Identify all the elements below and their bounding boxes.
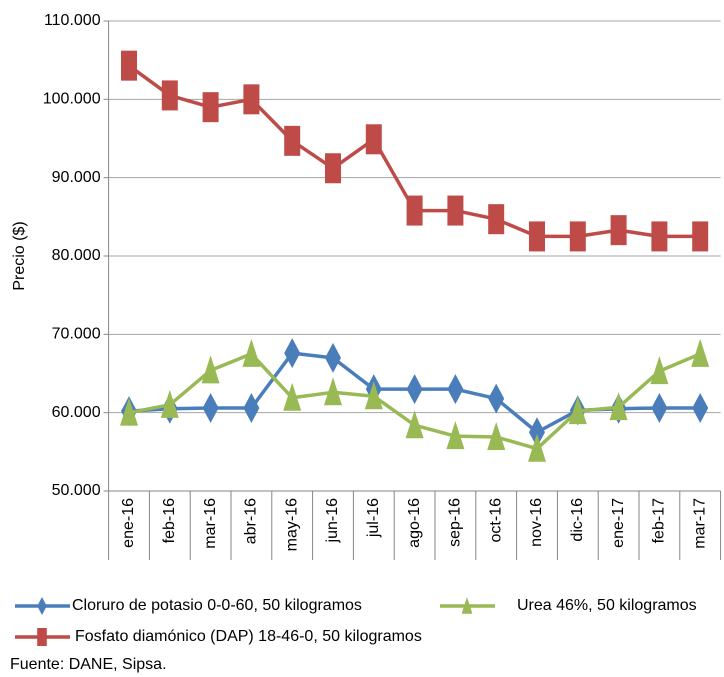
x-tick-label: nov-16 — [528, 498, 545, 547]
x-tick-label: mar-17 — [691, 498, 708, 549]
marker — [283, 382, 302, 411]
marker — [324, 377, 342, 406]
marker — [242, 338, 261, 367]
source: Fuente: DANE, Sipsa. — [10, 656, 167, 673]
marker — [528, 433, 546, 462]
marker — [446, 421, 465, 450]
marker — [202, 92, 219, 123]
marker — [529, 221, 545, 252]
legend-label: Cloruro de potasio 0-0-60, 50 kilogramos — [72, 597, 362, 614]
marker — [365, 124, 382, 155]
marker — [406, 195, 423, 226]
marker — [569, 221, 586, 252]
y-tick-label: 70.000 — [52, 326, 101, 343]
marker — [161, 80, 178, 111]
x-tick-label: sep-16 — [447, 498, 464, 547]
x-tick-label: mar-16 — [202, 498, 219, 549]
marker — [691, 338, 710, 367]
marker — [325, 342, 341, 373]
marker — [201, 355, 220, 384]
y-tick-label: 80.000 — [52, 247, 101, 264]
marker — [692, 221, 709, 252]
legend-marker — [37, 597, 47, 615]
y-tick-label: 90.000 — [52, 169, 101, 186]
marker — [487, 421, 506, 450]
legend-marker — [461, 597, 473, 614]
y-axis-label: Precio ($) — [11, 221, 28, 290]
legend-label: Urea 46%, 50 kilogramos — [517, 597, 697, 614]
marker — [284, 338, 301, 369]
marker — [692, 392, 709, 423]
marker — [651, 221, 668, 252]
x-tick-label: feb-16 — [161, 498, 178, 543]
marker — [447, 195, 464, 226]
marker — [284, 125, 301, 156]
x-tick-label: ene-17 — [610, 498, 627, 548]
marker — [488, 204, 505, 235]
marker — [568, 396, 587, 425]
x-tick-label: ago-16 — [406, 498, 423, 548]
marker — [160, 389, 179, 418]
marker — [120, 397, 138, 426]
x-tick-label: dic-16 — [569, 498, 586, 542]
x-tick-label: feb-17 — [651, 498, 668, 543]
marker — [406, 374, 423, 405]
x-tick-label: ene-16 — [120, 498, 137, 548]
marker — [243, 84, 260, 115]
marker — [405, 410, 424, 439]
marker — [610, 215, 627, 246]
x-tick-label: oct-16 — [487, 498, 504, 543]
marker — [447, 374, 464, 405]
marker — [364, 381, 383, 410]
marker — [529, 417, 545, 448]
x-tick-label: jun-16 — [324, 498, 341, 544]
legend-marker — [37, 628, 47, 646]
marker — [651, 392, 668, 423]
legend-label: Fosfato diamónico (DAP) 18-46-0, 50 kilo… — [75, 628, 422, 645]
marker — [121, 50, 137, 81]
marker — [488, 383, 505, 414]
x-tick-label: abr-16 — [243, 498, 260, 544]
x-tick-label: jul-16 — [365, 498, 382, 538]
y-tick-label: 50.000 — [52, 482, 101, 499]
marker — [202, 392, 219, 423]
marker — [243, 392, 260, 423]
marker — [325, 153, 341, 184]
y-tick-label: 110.000 — [44, 12, 101, 29]
marker — [650, 356, 669, 385]
y-tick-label: 60.000 — [52, 404, 101, 421]
marker — [609, 392, 628, 421]
x-tick-label: may-16 — [283, 498, 300, 551]
y-tick-label: 100.000 — [43, 91, 101, 108]
